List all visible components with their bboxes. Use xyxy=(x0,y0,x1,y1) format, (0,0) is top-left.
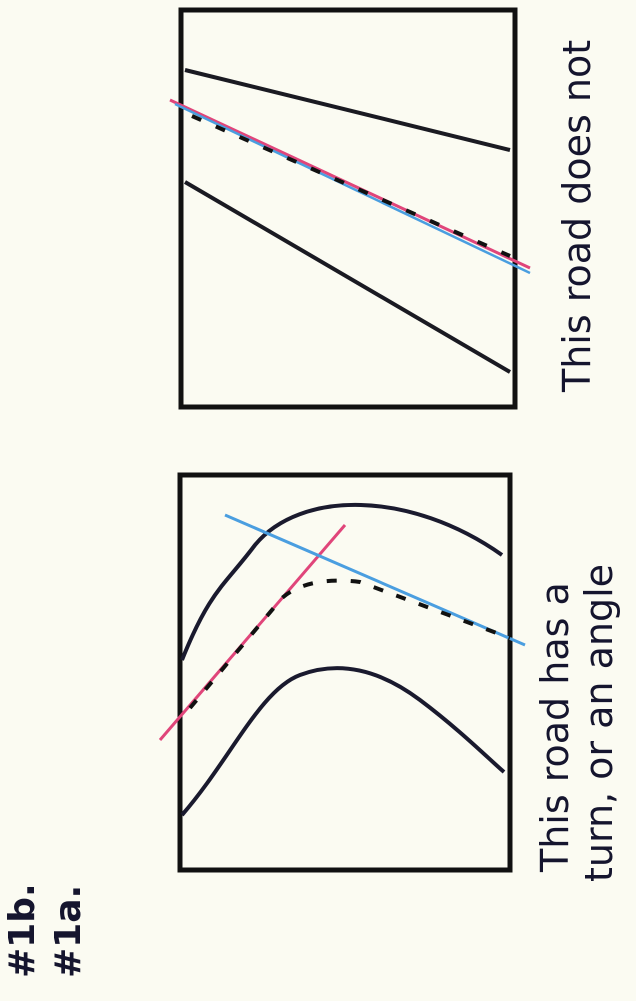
label: #1a. xyxy=(48,885,89,978)
caption: This road does not xyxy=(555,40,599,393)
diagram: This road does not This road has a turn,… xyxy=(0,0,636,1001)
label: #1b. xyxy=(2,883,43,978)
caption: This road has a xyxy=(533,582,577,873)
caption: turn, or an angle xyxy=(577,564,621,882)
